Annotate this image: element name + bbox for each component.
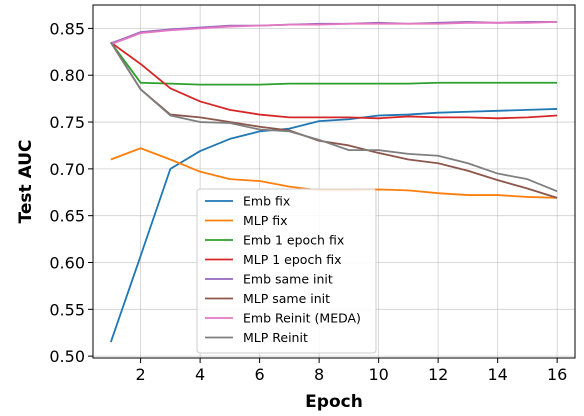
y-tick-label: 0.60 [49, 253, 85, 272]
series-line-emb-reinit-meda [110, 20, 558, 46]
y-axis-label: Test AUC [16, 140, 36, 224]
x-tick-label: 4 [195, 365, 205, 384]
legend-label-mlp-reinit: MLP Reinit [243, 330, 308, 345]
y-tick-label: 0.85 [49, 19, 85, 38]
x-tick-label: 12 [428, 365, 448, 384]
series-line-mlp-reinit [110, 41, 558, 193]
legend-label-emb-reinit-meda: Emb Reinit (MEDA) [243, 311, 361, 326]
y-tick-label: 0.65 [49, 207, 85, 226]
x-tick-label: 16 [547, 365, 567, 384]
x-tick-label: 2 [136, 365, 146, 384]
legend-label-emb-1-epoch-fix: Emb 1 epoch fix [243, 233, 344, 248]
y-tick-label: 0.50 [49, 347, 85, 366]
series-lines [109, 20, 558, 343]
x-axis-label: Epoch [305, 392, 363, 412]
y-tick-label: 0.75 [49, 113, 85, 132]
legend-label-mlp-fix: MLP fix [243, 213, 288, 228]
axis-ticks: 2 4 6 8 10 12 14 16 0.50 0.55 0.60 0.65 0.70 0.75 0.80… [49, 19, 567, 384]
series-line-mlp-1-epoch-fix [110, 41, 558, 120]
series-line-emb-1-epoch-fix [110, 41, 558, 86]
x-tick-label: 8 [314, 365, 324, 384]
legend-label-emb-same-init: Emb same init [243, 272, 333, 287]
legend-label-emb-fix: Emb fix [243, 194, 290, 209]
y-tick-label: 0.70 [49, 160, 85, 179]
legend-box [196, 188, 377, 354]
x-tick-label: 6 [255, 365, 265, 384]
y-tick-label: 0.80 [49, 66, 85, 85]
x-tick-label: 14 [487, 365, 507, 384]
legend-label-mlp-same-init: MLP same init [243, 291, 330, 306]
series-line-emb-fix [109, 108, 558, 343]
legend-label-mlp-1-epoch-fix: MLP 1 epoch fix [243, 252, 342, 267]
series-line-mlp-same-init [110, 41, 558, 199]
x-tick-label: 10 [368, 365, 388, 384]
plot-frame [92, 4, 576, 359]
legend: Emb fix MLP fix Emb 1 epoch fix MLP 1 epoch… [196, 188, 377, 354]
y-tick-label: 0.55 [49, 300, 85, 319]
